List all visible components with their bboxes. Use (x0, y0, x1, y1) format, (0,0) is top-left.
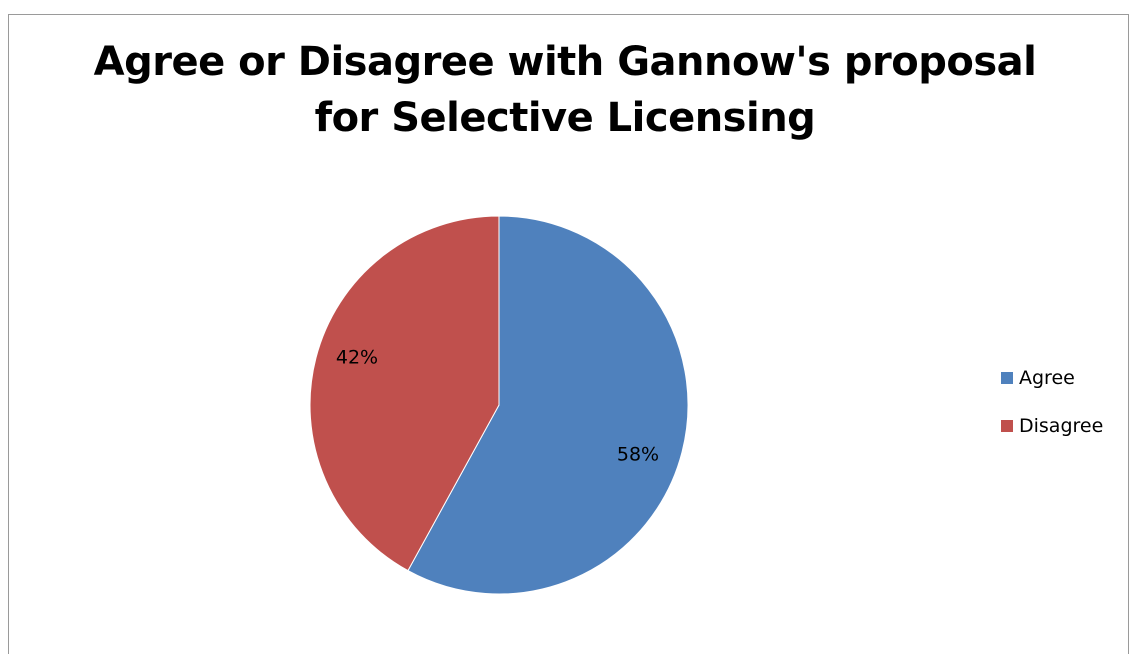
legend-label-disagree: Disagree (1019, 414, 1104, 437)
legend-item-disagree: Disagree (1001, 414, 1103, 437)
chart-legend: Agree Disagree (1001, 366, 1103, 462)
pie-data-labels: 58% 42% (336, 347, 659, 466)
pie-slice-disagree (309, 215, 500, 572)
data-label-disagree: 42% (336, 347, 378, 369)
legend-swatch-agree (1001, 371, 1013, 384)
legend-label-agree: Agree (1019, 366, 1075, 389)
pie-slices (309, 215, 689, 595)
legend-swatch-disagree (1001, 419, 1013, 432)
data-label-agree: 58% (617, 444, 659, 466)
chart-title: Agree or Disagree with Gannow's proposal… (0, 34, 1130, 146)
legend-item-agree: Agree (1001, 366, 1103, 389)
chart-title-line-1: Agree or Disagree with Gannow's proposal (93, 39, 1037, 85)
chart-title-line-2: for Selective Licensing (314, 95, 816, 141)
pie-slice-agree (407, 215, 689, 595)
